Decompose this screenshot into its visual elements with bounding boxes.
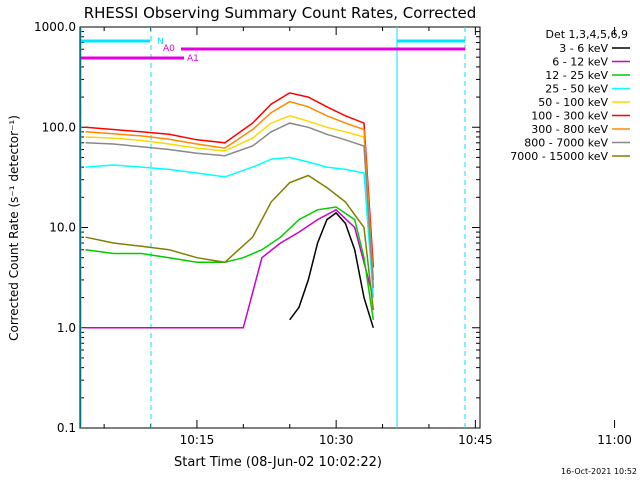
y-axis-label: Corrected Count Rate (s⁻¹ detector⁻¹) [7,115,21,341]
legend-entry-label: 3 - 6 keV [559,42,608,55]
y-tick-label: 0.1 [57,421,76,435]
state-label-n: N [157,37,164,47]
x-tick-label: 10:45 [458,433,493,447]
legend-entry-label: 800 - 7000 keV [524,137,608,150]
legend-header: Det 1,3,4,5,6,9 [545,28,628,41]
y-tick-label: 10.0 [49,221,76,235]
x-tick-label: 11:00 [597,433,632,447]
x-axis-label: Start Time (08-Jun-02 10:02:22) [174,455,382,470]
series-line-8 [85,122,375,288]
series-line-6 [85,92,375,268]
series-line-5 [85,115,375,280]
y-axis: 0.1 1.0 10.0 100.0 1000.0 [34,20,480,435]
timestamp: 16-Oct-2021 10:52 [561,467,637,476]
legend-entry-label: 50 - 100 keV [538,96,608,109]
y-tick-label: 1.0 [57,321,76,335]
y-tick-label: 1000.0 [34,20,76,34]
series-line-7 [85,100,375,280]
legend-entry-label: 25 - 50 keV [545,83,608,96]
legend-entry-label: 300 - 800 keV [531,123,608,136]
series-line-2 [85,208,375,329]
series-layer [85,92,375,329]
attenuator-state-markers: NA0 A1 [80,27,466,428]
x-tick-label: 10:30 [319,433,354,447]
x-tick-label: 10:15 [180,433,215,447]
y-tick-label: 100.0 [42,120,76,134]
series-line-9 [85,174,375,311]
state-label-a1: A1 [187,54,199,64]
legend-entry-label: 12 - 25 keV [545,69,608,82]
legend-entry-label: 6 - 12 keV [552,56,608,69]
legend-entry-label: 100 - 300 keV [531,110,608,123]
series-line-3 [85,206,375,320]
chart-title: RHESSI Observing Summary Count Rates, Co… [84,4,477,22]
state-label-a0: A0 [163,44,175,54]
series-line-1 [289,211,375,329]
plot-frame [79,26,481,429]
legend-entry-label: 7000 - 15000 keV [510,150,608,163]
series-line-4 [85,156,375,298]
